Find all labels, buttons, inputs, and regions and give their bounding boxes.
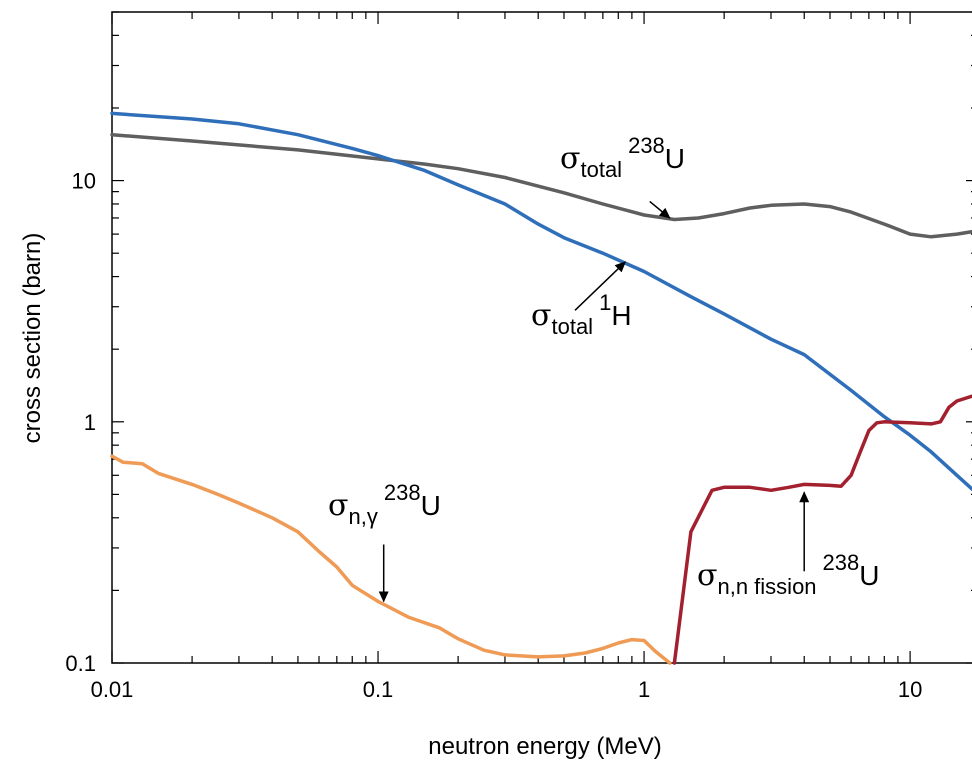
y-tick-label: 10	[72, 169, 96, 194]
y-axis-title: cross section (barn)	[19, 233, 46, 444]
x-tick-label: 0.01	[91, 677, 134, 702]
y-tick-labels: 0.1 1 10	[65, 169, 96, 676]
x-tick-labels: 0.01 0.1 1 10	[91, 677, 923, 702]
label-ngamma-u238: σn,γ238U	[328, 480, 441, 529]
label-total-u238: σtotal238U	[560, 133, 685, 182]
label-total-h1: σtotal1H	[531, 290, 632, 339]
y-tick-label: 1	[84, 410, 96, 435]
arrow-ann-total-u238	[649, 200, 671, 219]
x-axis-title: neutron energy (MeV)	[428, 733, 661, 760]
axis-ticks	[111, 11, 972, 664]
plot-frame	[111, 11, 972, 664]
arrow-ann-total-h1	[574, 261, 627, 311]
y-tick-label: 0.1	[65, 651, 96, 676]
series-line-ngamma-u238	[110, 454, 672, 665]
x-tick-label: 10	[898, 677, 922, 702]
series-layer	[110, 111, 972, 665]
series-line-total-u238	[110, 132, 972, 239]
series-line-fission-u238	[672, 394, 972, 665]
label-fission-u238: σn,n fission238U	[697, 550, 880, 599]
x-tick-label: 0.1	[363, 677, 394, 702]
x-tick-label: 1	[638, 677, 650, 702]
annotation-arrows	[378, 200, 810, 603]
